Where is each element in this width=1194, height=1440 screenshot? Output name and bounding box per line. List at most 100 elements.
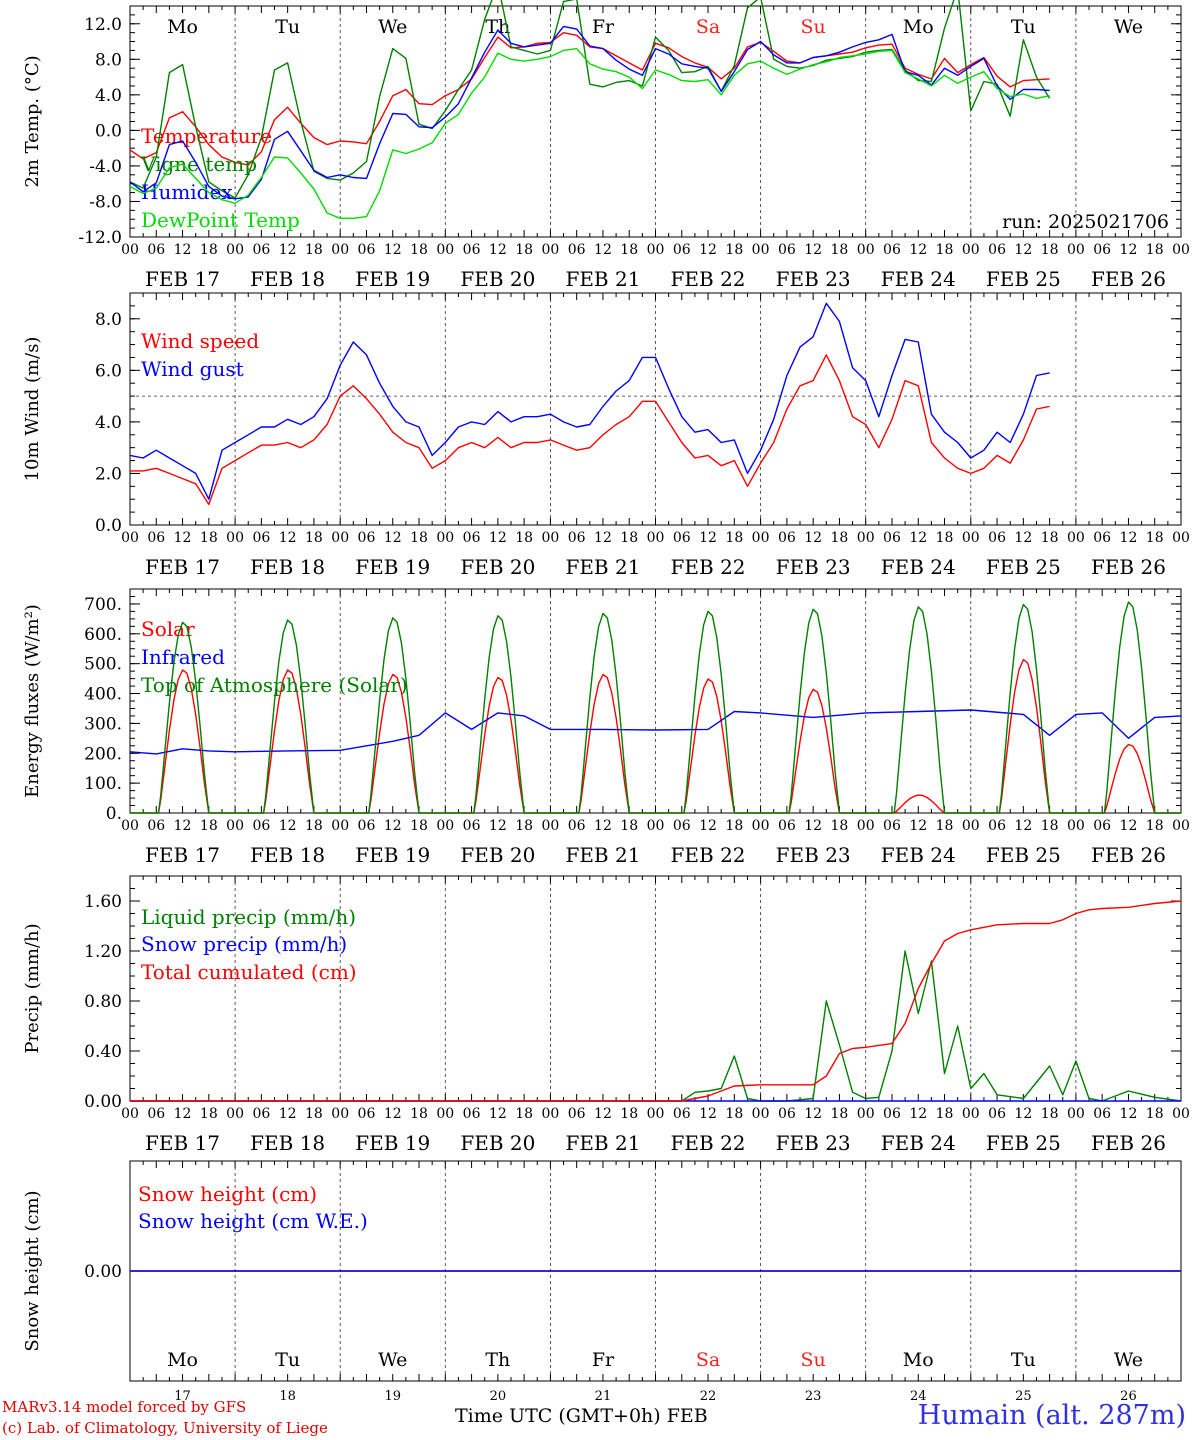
y-tick-label: 4.0 (95, 413, 122, 433)
hour-tick-label: 18 (936, 1106, 954, 1122)
hour-tick-label: 06 (673, 242, 691, 258)
legend-entry: Total cumulated (cm) (141, 960, 357, 984)
weekday-label: Tu (1011, 16, 1036, 38)
legend-entry: Snow height (cm W.E.) (138, 1209, 368, 1233)
y-tick-label: 0.00 (84, 1092, 122, 1112)
hour-tick-label: 00 (436, 1106, 454, 1122)
hour-tick-label: 12 (174, 242, 192, 258)
day-label: FEB 20 (460, 843, 535, 867)
legend-entry: Vigne temp (140, 152, 257, 176)
series-line-vigne-temp (129, 0, 1051, 199)
weekday-label: Th (485, 16, 510, 38)
hour-tick-label: 12 (699, 818, 717, 834)
x-axis-month: FEB (666, 1405, 708, 1427)
day-number-label: 21 (595, 1389, 612, 1404)
day-label: FEB 24 (881, 555, 956, 579)
hour-tick-label: 00 (436, 530, 454, 546)
hour-tick-label: 12 (279, 530, 297, 546)
hour-tick-label: 18 (831, 530, 849, 546)
y-tick-label: 0.40 (84, 1042, 122, 1062)
hour-tick-label: 18 (515, 1106, 533, 1122)
hour-tick-label: 18 (1146, 1106, 1164, 1122)
hour-tick-label: 06 (673, 530, 691, 546)
y-tick-label: 300. (84, 714, 122, 734)
y-tick-label: 600. (84, 625, 122, 645)
y-tick-label: 0.00 (84, 1262, 122, 1282)
hour-tick-label: 00 (121, 1106, 139, 1122)
hour-tick-label: 06 (358, 530, 376, 546)
day-label: FEB 25 (986, 843, 1061, 867)
day-label: FEB 20 (460, 1131, 535, 1155)
weekday-label: Th (485, 1349, 510, 1371)
hour-tick-label: 12 (174, 530, 192, 546)
run-annotation: run: 2025021706 (1002, 211, 1169, 233)
hour-tick-label: 00 (541, 1106, 559, 1122)
day-label: FEB 21 (565, 843, 640, 867)
hour-tick-label: 12 (804, 818, 822, 834)
hour-tick-label: 18 (200, 530, 218, 546)
hour-tick-label: 06 (778, 530, 796, 546)
hour-tick-label: 12 (384, 242, 402, 258)
day-label: FEB 26 (1091, 267, 1166, 291)
day-label: FEB 19 (355, 267, 430, 291)
y-tick-label: 0.0 (95, 516, 122, 536)
y-tick-label: 12.0 (84, 15, 122, 35)
hour-tick-label: 18 (936, 242, 954, 258)
hour-tick-label: 18 (620, 530, 638, 546)
y-axis-label: 10m Wind (m/s) (22, 337, 43, 482)
weekday-label: We (378, 16, 407, 38)
hour-tick-label: 18 (1041, 242, 1059, 258)
hour-tick-label: 12 (1120, 530, 1138, 546)
series-line-total-cumulated-cm- (130, 900, 1182, 1102)
hour-tick-label: 06 (147, 242, 165, 258)
hour-tick-label: 12 (1120, 1106, 1138, 1122)
hour-tick-label: 18 (936, 530, 954, 546)
day-label: FEB 23 (776, 843, 851, 867)
hour-tick-label: 00 (331, 530, 349, 546)
series-line-infrared (129, 709, 1182, 755)
hour-tick-label: 18 (831, 242, 849, 258)
hour-tick-label: 00 (331, 1106, 349, 1122)
hour-tick-label: 12 (699, 242, 717, 258)
y-axis-label: Precip (mm/h) (22, 923, 43, 1053)
hour-tick-label: 00 (647, 1106, 665, 1122)
day-label: FEB 23 (776, 267, 851, 291)
panel-3: 700. 600. 500. 400. 300. 200. 100. 0. Energy flu… (22, 588, 1190, 867)
hour-tick-label: 06 (358, 242, 376, 258)
y-tick-label: 6.0 (95, 361, 122, 381)
legend-entry: Wind speed (141, 329, 259, 353)
hour-tick-label: 00 (226, 1106, 244, 1122)
hour-tick-label: 06 (252, 818, 270, 834)
hour-tick-label: 18 (1146, 818, 1164, 834)
series-line-wind-speed (130, 354, 1050, 506)
hour-tick-label: 18 (725, 818, 743, 834)
x-axis-title: Time UTC (GMT+0h) FEB (455, 1405, 708, 1427)
hour-tick-label: 12 (1014, 242, 1032, 258)
hour-tick-label: 06 (252, 242, 270, 258)
series-line-liquid-precip-mm-h- (130, 950, 1182, 1102)
hour-tick-label: 18 (515, 530, 533, 546)
day-label: FEB 19 (355, 555, 430, 579)
day-label: FEB 19 (355, 843, 430, 867)
hour-tick-label: 12 (594, 818, 612, 834)
hour-tick-label: 12 (804, 1106, 822, 1122)
hour-tick-label: 00 (857, 530, 875, 546)
hour-tick-label: 06 (1093, 1106, 1111, 1122)
day-number-label: 24 (910, 1389, 927, 1404)
day-number-label: 19 (384, 1389, 401, 1404)
y-tick-label: 1.60 (84, 892, 122, 912)
hour-tick-label: 18 (410, 1106, 428, 1122)
hour-tick-label: 12 (174, 818, 192, 834)
day-label: FEB 25 (986, 267, 1061, 291)
hour-tick-label: 12 (489, 242, 507, 258)
hour-tick-label: 00 (752, 818, 770, 834)
y-tick-label: 4.0 (95, 86, 122, 106)
hour-tick-label: 12 (279, 242, 297, 258)
panel-1: 12.0 8.0 4.0 0.0 -4.0 -8.0 -12.0 2m Temp. (°C) 0… (22, 0, 1190, 291)
hour-tick-label: 00 (752, 530, 770, 546)
day-number-label: 25 (1015, 1389, 1032, 1404)
hour-tick-label: 00 (857, 1106, 875, 1122)
hour-tick-label: 06 (988, 818, 1006, 834)
hour-tick-label: 00 (647, 530, 665, 546)
hour-tick-label: 00 (331, 242, 349, 258)
